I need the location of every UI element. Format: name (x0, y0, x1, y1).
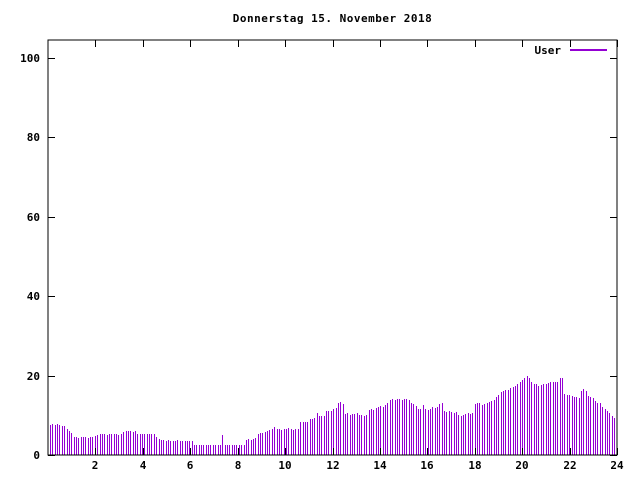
x-tick-label: 24 (610, 459, 624, 472)
x-tick-label: 20 (515, 459, 528, 472)
legend: User (0, 43, 607, 57)
chart-title: Donnerstag 15. November 2018 (232, 12, 433, 25)
y-tick-label: 20 (27, 370, 40, 383)
x-tick-label: 12 (326, 459, 339, 472)
x-tick-label: 4 (140, 459, 147, 472)
y-tick-label: 60 (27, 211, 40, 224)
x-tick-label: 22 (563, 459, 576, 472)
x-tick-label: 18 (468, 459, 481, 472)
x-tick-label: 8 (235, 459, 242, 472)
y-tick-label: 100 (20, 52, 40, 65)
x-tick-label: 6 (187, 459, 194, 472)
legend-line-sample (570, 49, 607, 51)
bars-series-user (50, 376, 615, 455)
x-tick-label: 16 (420, 459, 434, 472)
y-tick-label: 40 (27, 290, 40, 303)
plot-border (47, 39, 618, 456)
x-tick-label: 14 (373, 459, 387, 472)
legend-label: User (534, 43, 562, 57)
y-tick-label: 80 (27, 131, 40, 144)
x-tick-label: 10 (278, 459, 291, 472)
y-tick-label: 0 (33, 449, 40, 462)
axis-ticks (48, 40, 618, 456)
x-tick-label: 2 (92, 459, 99, 472)
